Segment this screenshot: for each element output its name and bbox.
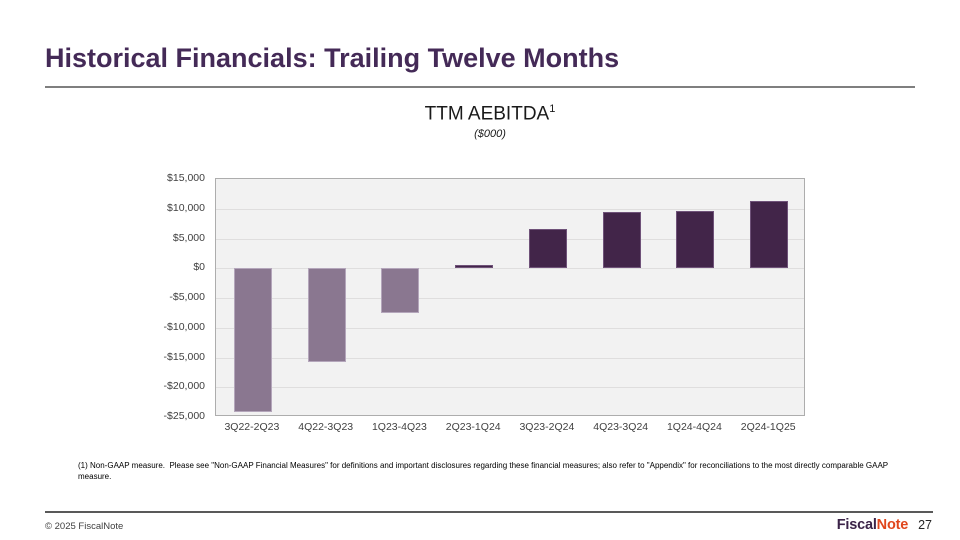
ttm-aebitda-chart: $15,000 $10,000 $5,000 $0 -$5,000 -$10,000 -$1… [164,172,805,433]
title-divider [45,86,915,88]
y-tick-label: -$10,000 [163,320,205,333]
chart-title-footnote-marker: 1 [549,103,556,115]
logo-note-text: Note [876,517,909,533]
bar-1Q23-4Q23 [381,268,420,314]
bar-4Q22-3Q23 [307,268,346,362]
page-number: 27 [918,518,932,532]
footer-divider [45,511,933,513]
bar-2Q24-1Q25 [750,201,789,269]
fiscalnote-logo: FiscalNote [836,517,909,533]
y-tick-label: -$15,000 [163,350,205,363]
bar-4Q23-3Q24 [602,211,641,269]
bar-2Q23-1Q24 [455,264,494,269]
bar-3Q22-2Q23 [233,268,272,413]
gridline [216,238,804,240]
x-tick-label: 3Q23-2Q24 [519,421,575,433]
y-tick-label: $0 [193,261,205,274]
y-tick-label: $10,000 [167,201,205,214]
chart-subtitle: ($000) [474,128,506,141]
x-tick-label: 1Q23-4Q23 [371,421,427,433]
x-axis-labels: 3Q22-2Q23 4Q22-3Q23 1Q23-4Q23 2Q23-1Q24 3Q23… [215,421,805,437]
y-tick-label: $15,000 [167,172,205,184]
chart-title: TTM AEBITDA1 [150,103,830,125]
plot-area [215,178,805,416]
gridline [216,327,804,329]
x-tick-label: 2Q24-1Q25 [740,421,796,433]
gridline [216,357,804,359]
x-tick-label: 4Q23-3Q24 [593,421,649,433]
x-tick-label: 4Q22-3Q23 [298,421,354,433]
gridline [216,298,804,299]
gridline [216,268,804,270]
x-tick-label: 3Q22-2Q23 [224,421,280,433]
footer-right: FiscalNote 27 [837,517,932,533]
chart-title-text: TTM AEBITDA [424,103,550,125]
y-tick-label: -$5,000 [169,291,205,303]
bar-3Q23-2Q24 [528,229,567,269]
y-tick-label: -$25,000 [163,410,205,422]
gridline [216,387,804,389]
y-tick-label: $5,000 [172,231,205,244]
copyright: © 2025 FiscalNote [45,521,124,532]
chart-header: TTM AEBITDA1 ($000) [150,103,830,140]
footnote: (1) Non-GAAP measure. Please see "Non-GA… [78,461,891,481]
gridline [216,208,804,210]
bar-1Q24-4Q24 [676,210,715,269]
logo-fiscal-text: Fiscal [836,517,877,533]
x-tick-label: 2Q23-1Q24 [445,421,501,433]
y-axis-labels: $15,000 $10,000 $5,000 $0 -$5,000 -$10,000 -$1… [105,172,205,422]
slide-title: Historical Financials: Trailing Twelve M… [45,43,620,73]
y-tick-label: -$20,000 [163,380,205,393]
x-tick-label: 1Q24-4Q24 [666,421,722,433]
